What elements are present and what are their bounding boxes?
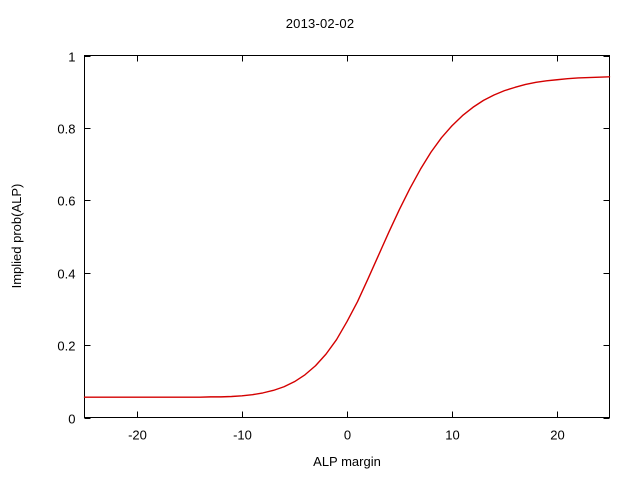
y-tick-label: 0.6 [57,194,75,209]
x-axis-tick-labels: -20 -10 0 10 20 [128,428,565,443]
x-tick-label: 0 [344,428,351,443]
y-tick-label: 0.4 [57,267,75,282]
y-tick-label: 1 [68,50,75,65]
y-tick-label: 0.8 [57,122,75,137]
x-axis-ticks [136,55,559,418]
x-axis-title: ALP margin [313,454,381,469]
y-axis-tick-labels: 0 0.2 0.4 0.6 0.8 1 [57,50,75,427]
x-tick-label: 10 [445,428,459,443]
y-tick-label: 0.2 [57,339,75,354]
x-tick-label: -10 [233,428,252,443]
plot-frame [83,54,611,419]
data-series-line [83,76,611,398]
x-tick-label: 20 [550,428,564,443]
y-axis-title: Implied prob(ALP) [9,184,24,289]
y-tick-label: 0 [68,412,75,427]
y-axis-ticks [84,55,610,420]
x-tick-label: -20 [128,428,147,443]
chart-title: 2013-02-02 [285,16,355,31]
